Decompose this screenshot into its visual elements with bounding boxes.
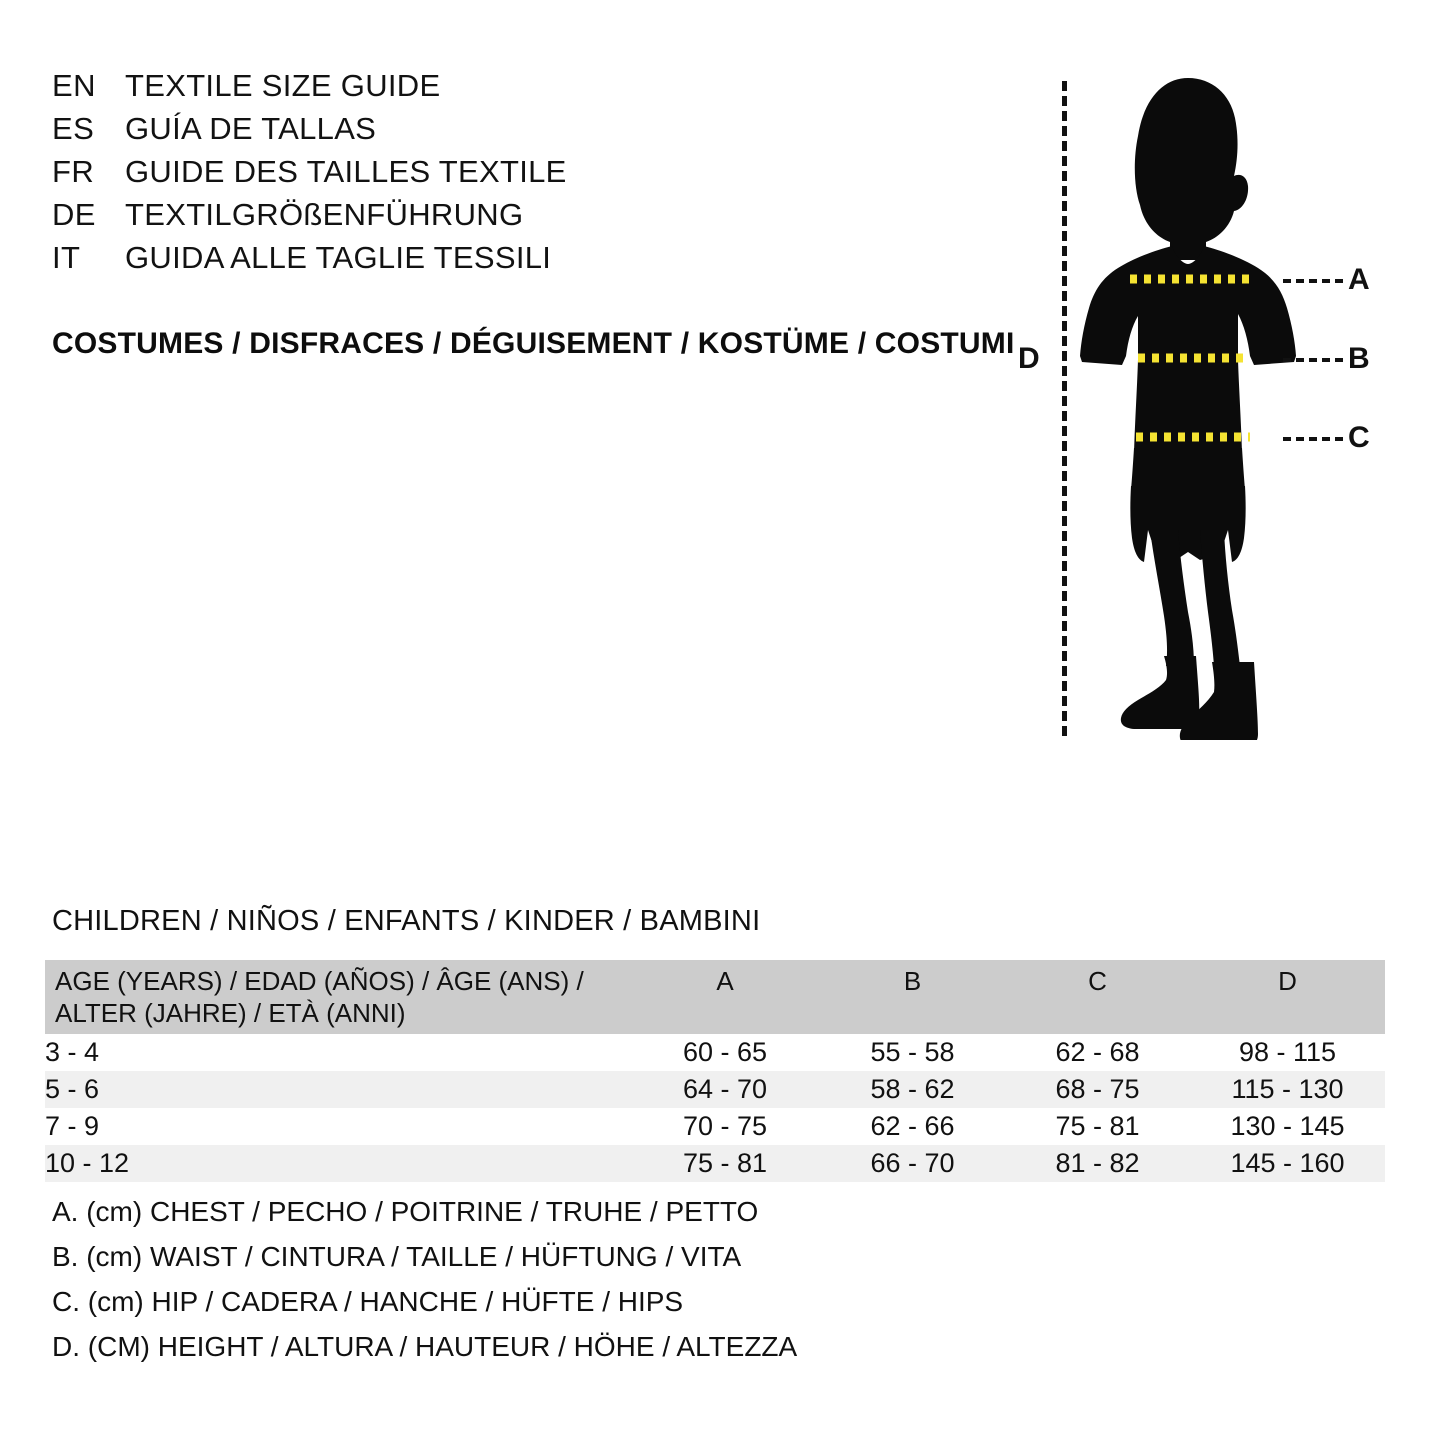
table-row: 5 - 6 64 - 70 58 - 62 68 - 75 115 - 130 <box>45 1071 1385 1108</box>
language-title-de: TEXTILGRÖßENFÜHRUNG <box>125 197 524 232</box>
cell-waist: 58 - 62 <box>870 1074 955 1104</box>
measure-label-c: C <box>1348 421 1370 454</box>
table-header-row: AGE (YEARS) / EDAD (AÑOS) / ÂGE (ANS) / … <box>45 960 1385 1034</box>
legend-item-b: B. (cm) WAIST / CINTURA / TAILLE / HÜFTU… <box>52 1241 742 1272</box>
language-header-block: EN TEXTILE SIZE GUIDE ES GUÍA DE TALLAS … <box>52 68 672 283</box>
leader-line-a <box>1283 279 1343 283</box>
leader-line-b <box>1283 358 1343 362</box>
table-body: 3 - 4 60 - 65 55 - 58 62 - 68 98 - 115 5… <box>45 1034 1385 1182</box>
cell-age: 10 - 12 <box>45 1148 130 1178</box>
language-row-es: ES GUÍA DE TALLAS <box>52 111 672 154</box>
legend-item-c: C. (cm) HIP / CADERA / HANCHE / HÜFTE / … <box>52 1286 684 1317</box>
language-title-fr: GUIDE DES TAILLES TEXTILE <box>125 154 567 189</box>
cell-hip: 75 - 81 <box>1055 1111 1140 1141</box>
column-header-d: D <box>1278 966 1297 996</box>
language-row-it: IT GUIDA ALLE TAGLIE TESSILI <box>52 240 672 283</box>
language-title-es: GUÍA DE TALLAS <box>125 111 377 146</box>
column-header-a: A <box>716 966 734 996</box>
language-row-fr: FR GUIDE DES TAILLES TEXTILE <box>52 154 672 197</box>
language-code-fr: FR <box>52 154 95 189</box>
measurement-figure: D A B C <box>1000 60 1420 740</box>
measurement-legend: A. (cm) CHEST / PECHO / POITRINE / TRUHE… <box>52 1198 952 1378</box>
language-title-en: TEXTILE SIZE GUIDE <box>125 68 441 103</box>
cell-height: 115 - 130 <box>1231 1074 1344 1104</box>
language-code-de: DE <box>52 197 96 232</box>
height-guide-line <box>1062 81 1067 736</box>
column-header-b: B <box>903 966 922 996</box>
language-code-es: ES <box>52 111 95 146</box>
cell-height: 145 - 160 <box>1230 1148 1345 1178</box>
cell-height: 98 - 115 <box>1238 1037 1337 1067</box>
cell-waist: 55 - 58 <box>870 1037 955 1067</box>
cell-chest: 70 - 75 <box>682 1111 768 1141</box>
table-row: 7 - 9 70 - 75 62 - 66 75 - 81 130 - 145 <box>45 1108 1385 1145</box>
cell-hip: 81 - 82 <box>1055 1148 1140 1178</box>
table-header: AGE (YEARS) / EDAD (AÑOS) / ÂGE (ANS) / … <box>45 960 1385 1034</box>
cell-chest: 60 - 65 <box>682 1037 768 1067</box>
size-table: AGE (YEARS) / EDAD (AÑOS) / ÂGE (ANS) / … <box>45 960 1385 1182</box>
measure-label-d: D <box>1018 342 1040 375</box>
language-row-en: EN TEXTILE SIZE GUIDE <box>52 68 672 111</box>
cell-age: 3 - 4 <box>45 1037 100 1067</box>
language-row-de: DE TEXTILGRÖßENFÜHRUNG <box>52 197 672 240</box>
cell-waist: 66 - 70 <box>870 1148 955 1178</box>
language-code-it: IT <box>52 240 81 275</box>
measure-label-a: A <box>1348 263 1370 296</box>
legend-item-d: D. (CM) HEIGHT / ALTURA / HAUTEUR / HÖHE… <box>52 1331 798 1362</box>
language-title-it: GUIDA ALLE TAGLIE TESSILI <box>125 240 552 275</box>
legend-item-a: A. (cm) CHEST / PECHO / POITRINE / TRUHE… <box>52 1196 759 1227</box>
section-heading-children: CHILDREN / NIÑOS / ENFANTS / KINDER / BA… <box>52 905 761 937</box>
cell-height: 130 - 145 <box>1230 1111 1345 1141</box>
language-code-en: EN <box>52 68 96 103</box>
leader-line-c <box>1283 437 1343 441</box>
table-row: 10 - 12 75 - 81 66 - 70 81 - 82 145 - 16… <box>45 1145 1385 1182</box>
column-header-age: AGE (YEARS) / EDAD (AÑOS) / ÂGE (ANS) / … <box>55 966 584 1028</box>
cell-age: 5 - 6 <box>45 1074 100 1104</box>
cell-age: 7 - 9 <box>45 1111 100 1141</box>
cell-waist: 62 - 66 <box>870 1111 955 1141</box>
table-row: 3 - 4 60 - 65 55 - 58 62 - 68 98 - 115 <box>45 1034 1385 1071</box>
child-silhouette-icon <box>1080 78 1296 740</box>
cell-chest: 64 - 70 <box>682 1074 768 1104</box>
category-subtitle: COSTUMES / DISFRACES / DÉGUISEMENT / KOS… <box>52 327 1015 360</box>
column-header-c: C <box>1088 966 1107 996</box>
measure-label-b: B <box>1348 342 1370 375</box>
cell-hip: 62 - 68 <box>1055 1037 1140 1067</box>
cell-chest: 75 - 81 <box>682 1148 768 1178</box>
cell-hip: 68 - 75 <box>1055 1074 1140 1104</box>
